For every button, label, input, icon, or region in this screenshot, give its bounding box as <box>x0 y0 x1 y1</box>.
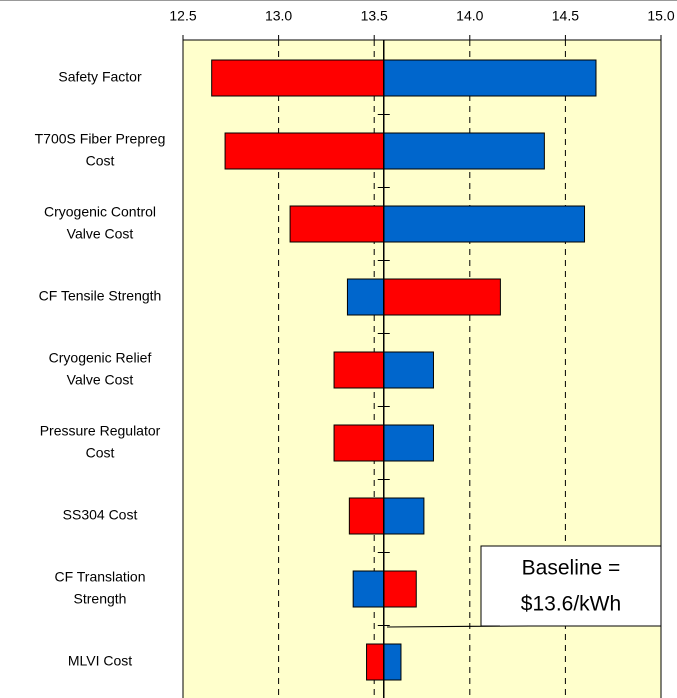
bar <box>289 205 385 243</box>
x-tick-label: 15.0 <box>647 8 674 24</box>
category-label: Safety Factor <box>58 69 142 85</box>
bar <box>383 643 402 681</box>
category-label: Cost <box>86 445 115 461</box>
bar <box>224 132 385 170</box>
bar <box>211 59 385 97</box>
bar <box>346 278 385 316</box>
annotation: Baseline = <box>522 557 621 580</box>
bar <box>383 424 434 462</box>
category-label: MLVI Cost <box>68 653 132 669</box>
bar <box>383 351 434 389</box>
x-tick-label: 14.0 <box>456 8 483 24</box>
category-label: Cost <box>86 153 115 169</box>
category-label: Cryogenic Control <box>44 204 156 220</box>
x-tick-label: 12.5 <box>169 8 196 24</box>
category-label: Pressure Regulator <box>40 423 161 439</box>
category-label: Valve Cost <box>67 372 134 388</box>
annotation: $13.6/kWh <box>521 593 621 616</box>
callout <box>386 545 662 628</box>
bar <box>383 497 425 535</box>
bar <box>366 643 385 681</box>
bar <box>352 570 385 608</box>
category-label: CF Tensile Strength <box>39 288 162 304</box>
category-label: CF Translation <box>54 569 145 585</box>
category-label: Strength <box>74 591 127 607</box>
bar <box>383 132 545 170</box>
bar <box>333 424 385 462</box>
bar <box>333 351 385 389</box>
x-tick-label: 13.5 <box>361 8 388 24</box>
category-label: Cryogenic Relief <box>49 350 152 366</box>
bar <box>383 278 501 316</box>
category-label: T700S Fiber Prepreg <box>35 131 166 147</box>
bar <box>348 497 385 535</box>
x-tick-label: 13.0 <box>265 8 292 24</box>
bar <box>383 205 586 243</box>
x-tick-label: 14.5 <box>552 8 579 24</box>
category-label: Valve Cost <box>67 226 134 242</box>
bar <box>383 570 417 608</box>
bar <box>383 59 597 97</box>
category-label: SS304 Cost <box>63 507 138 523</box>
